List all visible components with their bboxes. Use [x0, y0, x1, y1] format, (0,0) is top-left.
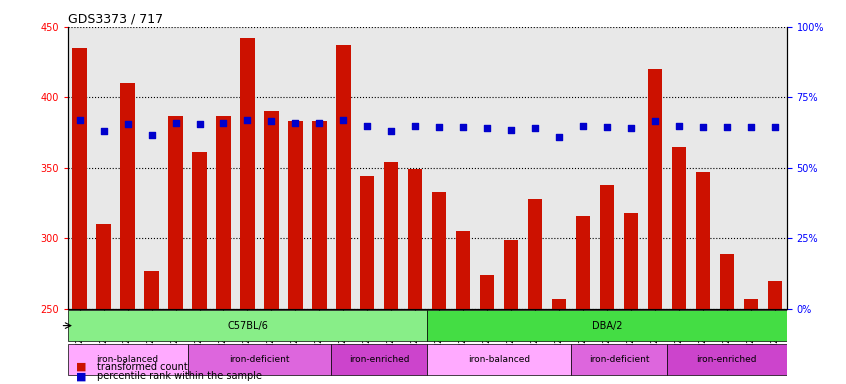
Text: iron-balanced: iron-balanced — [468, 355, 530, 364]
FancyBboxPatch shape — [332, 344, 427, 375]
Text: transformed count: transformed count — [97, 362, 188, 372]
Bar — [96, 224, 111, 309]
Point — [696, 124, 710, 130]
Point — [552, 134, 566, 140]
FancyBboxPatch shape — [571, 344, 667, 375]
Point — [121, 121, 135, 127]
Point — [624, 125, 638, 131]
FancyBboxPatch shape — [68, 310, 427, 341]
Bar — [432, 192, 447, 309]
Point — [168, 120, 182, 126]
Point — [288, 120, 302, 126]
Bar — [73, 48, 87, 309]
Point — [313, 120, 327, 126]
Bar — [217, 116, 231, 309]
Point — [265, 118, 278, 124]
Point — [744, 124, 758, 130]
Point — [360, 122, 374, 129]
Point — [384, 128, 398, 134]
Text: iron-enriched: iron-enriched — [696, 355, 757, 364]
Point — [193, 121, 206, 127]
Bar — [408, 169, 422, 309]
Text: ■: ■ — [76, 362, 86, 372]
Text: C57BL/6: C57BL/6 — [227, 321, 268, 331]
Point — [240, 117, 254, 123]
Bar — [168, 116, 183, 309]
Bar — [767, 280, 782, 309]
Point — [432, 124, 446, 130]
Bar — [672, 147, 686, 309]
FancyBboxPatch shape — [188, 344, 332, 375]
Point — [73, 117, 86, 123]
Point — [337, 117, 350, 123]
Text: iron-enriched: iron-enriched — [349, 355, 409, 364]
Point — [217, 120, 230, 126]
Bar — [456, 231, 470, 309]
Bar — [192, 152, 206, 309]
FancyBboxPatch shape — [427, 344, 571, 375]
Bar — [120, 83, 135, 309]
Point — [481, 125, 494, 131]
Point — [720, 124, 733, 130]
Point — [457, 124, 470, 130]
Point — [145, 132, 158, 139]
Text: GDS3373 / 717: GDS3373 / 717 — [68, 13, 162, 26]
Bar — [648, 69, 662, 309]
Bar — [312, 121, 327, 309]
Text: percentile rank within the sample: percentile rank within the sample — [97, 371, 262, 381]
Text: iron-deficient: iron-deficient — [589, 355, 649, 364]
Bar — [600, 185, 614, 309]
Bar — [695, 172, 710, 309]
FancyBboxPatch shape — [427, 310, 787, 341]
Point — [96, 128, 110, 134]
Text: iron-balanced: iron-balanced — [96, 355, 159, 364]
Point — [648, 118, 662, 124]
Bar — [145, 271, 159, 309]
Bar — [528, 199, 542, 309]
Bar — [720, 254, 734, 309]
FancyBboxPatch shape — [667, 344, 787, 375]
Point — [409, 122, 422, 129]
Bar — [360, 176, 375, 309]
Point — [504, 127, 518, 133]
Bar — [384, 162, 398, 309]
Bar — [504, 240, 519, 309]
Bar — [552, 299, 566, 309]
Point — [768, 124, 782, 130]
Text: ■: ■ — [76, 371, 86, 381]
Text: DBA/2: DBA/2 — [591, 321, 623, 331]
Point — [576, 122, 590, 129]
Point — [672, 122, 685, 129]
Point — [528, 125, 542, 131]
Bar — [264, 111, 278, 309]
Bar — [576, 216, 591, 309]
Bar — [480, 275, 494, 309]
Bar — [744, 299, 758, 309]
Bar — [288, 121, 303, 309]
Bar — [624, 213, 638, 309]
Bar — [336, 45, 350, 309]
FancyBboxPatch shape — [68, 344, 188, 375]
Point — [601, 124, 614, 130]
Text: iron-deficient: iron-deficient — [229, 355, 289, 364]
Bar — [240, 38, 255, 309]
